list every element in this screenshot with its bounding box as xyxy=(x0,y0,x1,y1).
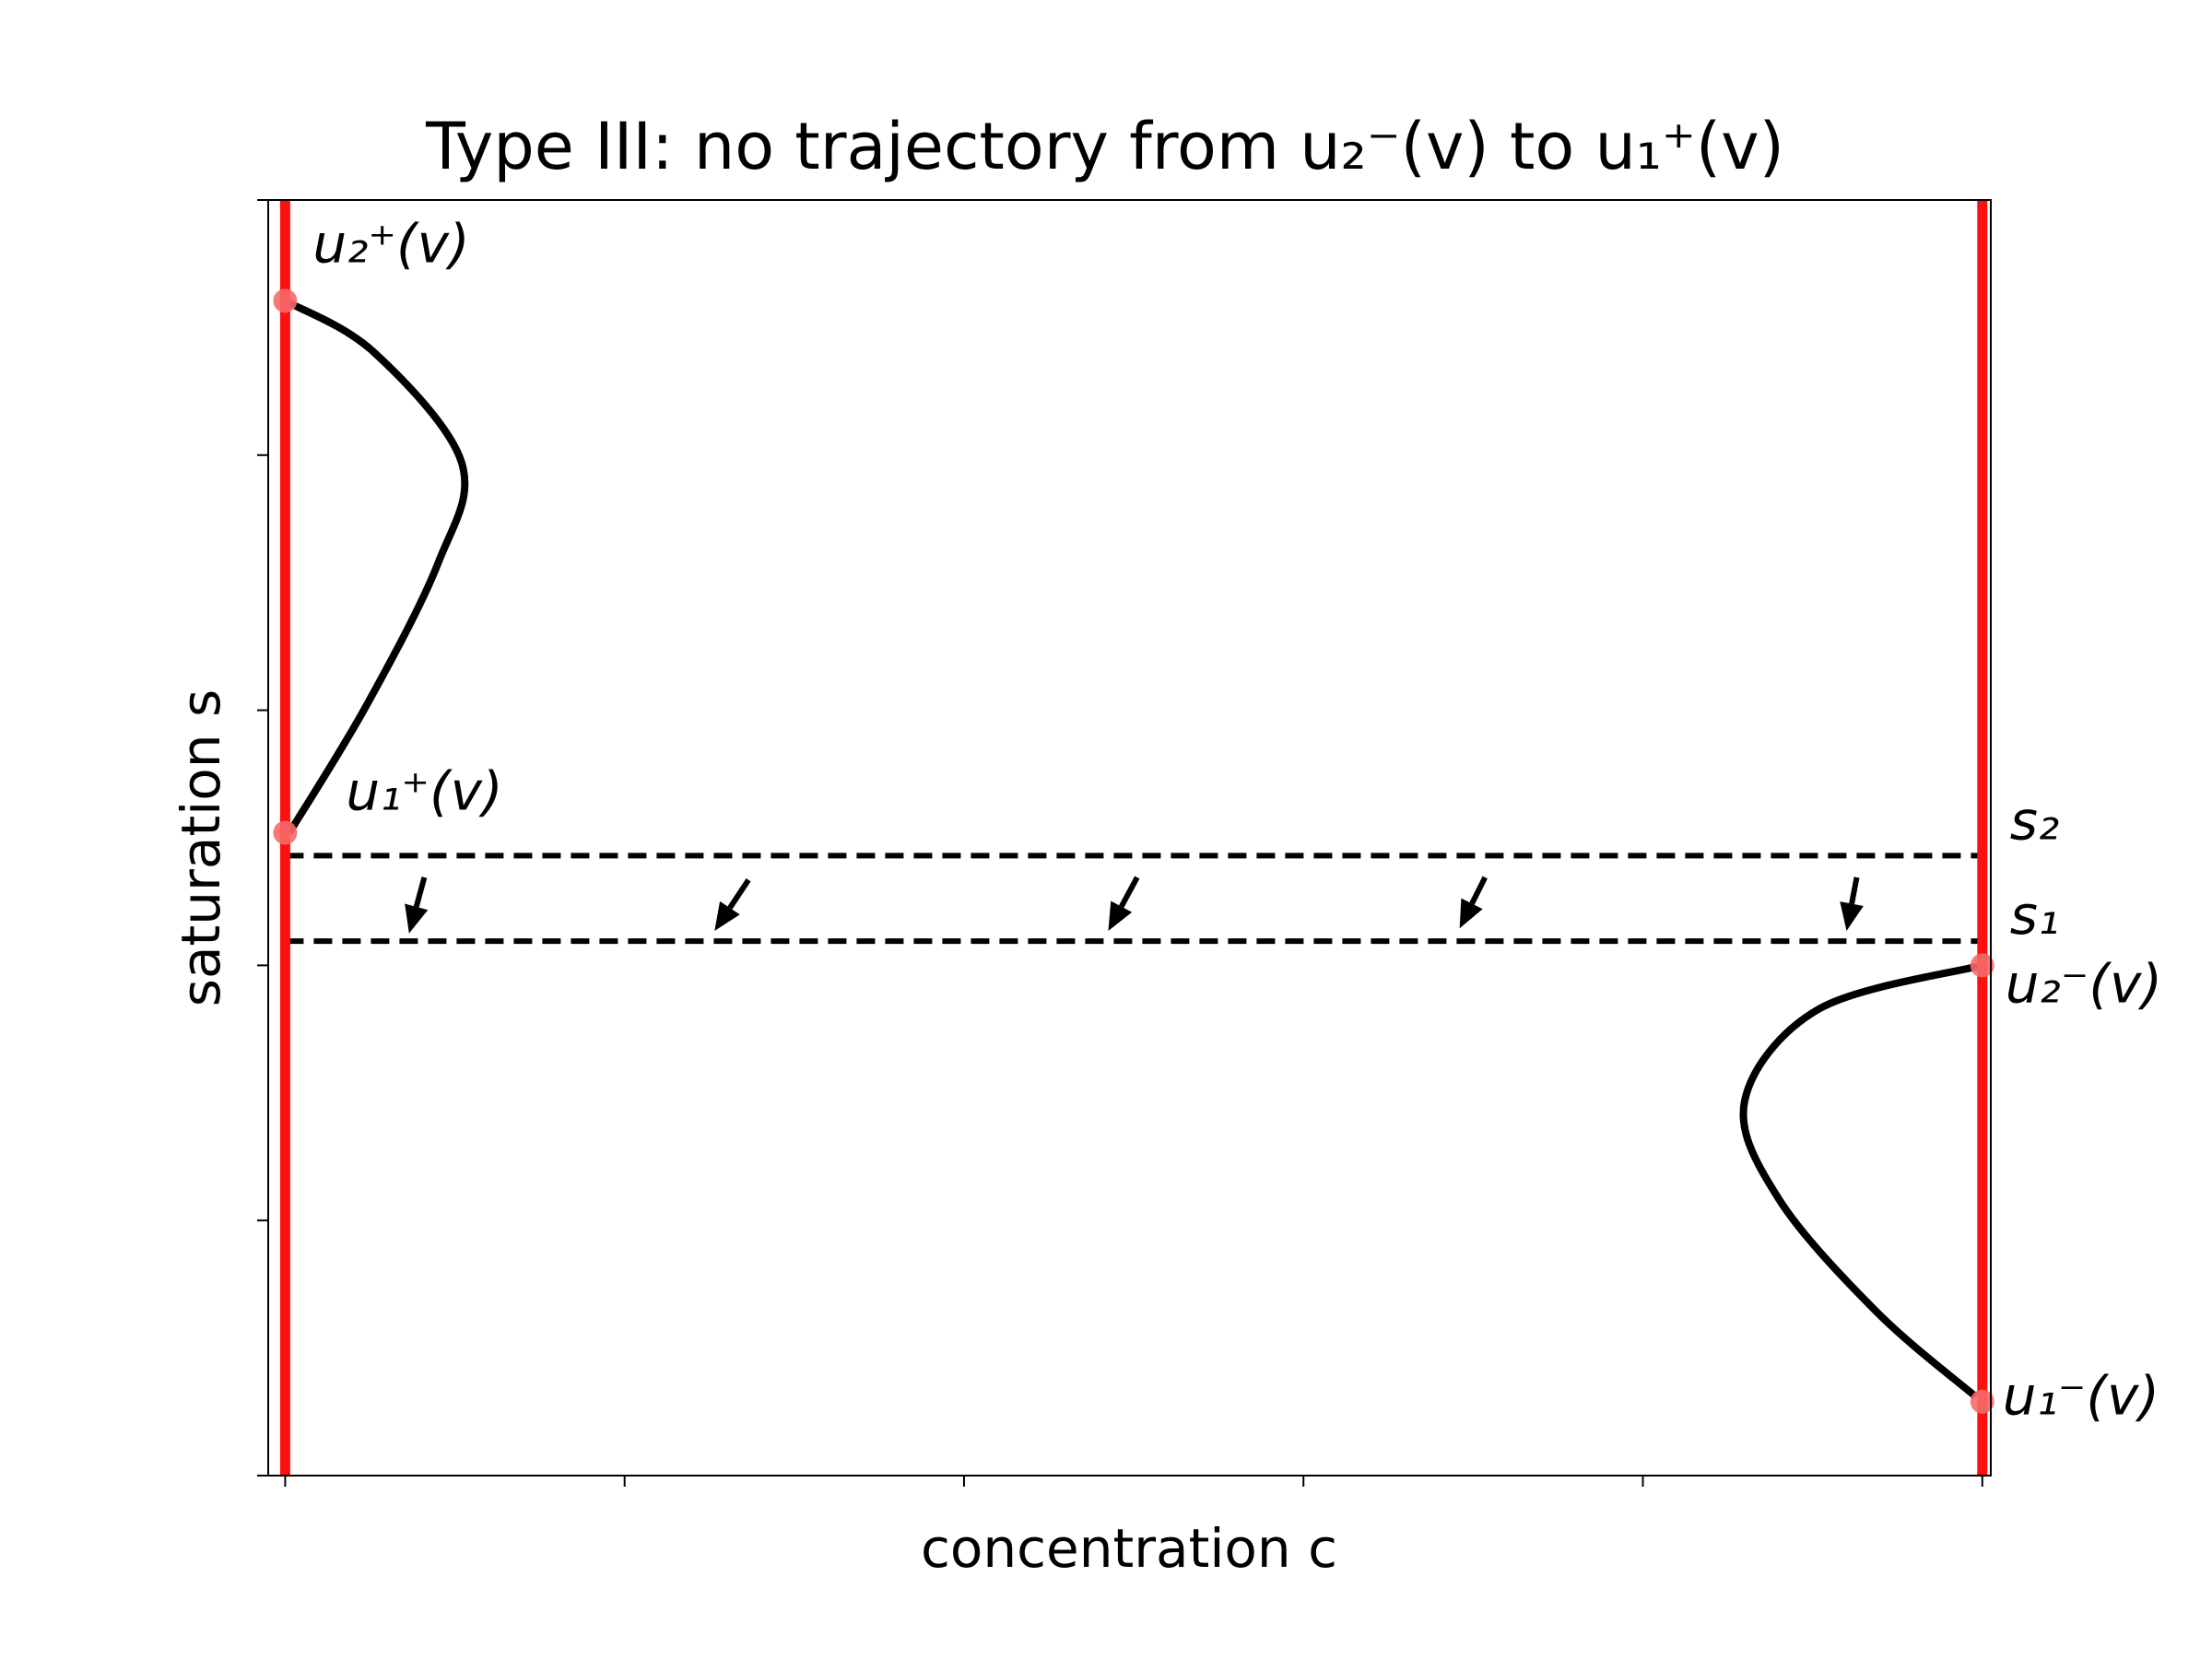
arrow-head xyxy=(1459,898,1483,929)
arrow-head xyxy=(1840,901,1864,932)
equilibrium-point xyxy=(273,820,298,845)
arrow-head xyxy=(1108,900,1133,932)
threshold-label: s₂ xyxy=(2010,789,2059,852)
arrow-shaft xyxy=(1469,876,1488,905)
arrow-head xyxy=(714,900,740,932)
arrow-shaft xyxy=(413,877,428,908)
equilibrium-point xyxy=(1970,1389,1994,1414)
arrow xyxy=(405,877,429,934)
arrow-head xyxy=(405,903,429,934)
x-axis-label: concentration c xyxy=(921,1517,1337,1580)
arrow xyxy=(1108,876,1140,932)
trajectory xyxy=(1739,961,1983,1400)
arrow xyxy=(1459,876,1488,929)
trajectory xyxy=(283,297,469,835)
arrow xyxy=(714,878,751,932)
point-label: u₂⁻(v) xyxy=(2006,952,2162,1015)
point-label: u₁⁻(v) xyxy=(2003,1365,2159,1428)
equilibrium-point xyxy=(1970,953,1994,978)
equilibrium-point xyxy=(273,288,298,313)
arrow-shaft xyxy=(1849,877,1860,905)
chart-title: Type III: no trajectory from u₂⁻(v) to u… xyxy=(425,109,1784,184)
y-axis-label: saturation s xyxy=(170,689,232,1006)
arrow-shaft xyxy=(727,878,751,910)
axes-frame xyxy=(267,199,1992,1477)
threshold-label: s₁ xyxy=(2010,884,2059,947)
point-label: u₂⁺(v) xyxy=(312,212,469,275)
point-label: u₁⁺(v) xyxy=(346,759,502,822)
arrow xyxy=(1840,877,1864,932)
arrow-shaft xyxy=(1119,876,1140,909)
